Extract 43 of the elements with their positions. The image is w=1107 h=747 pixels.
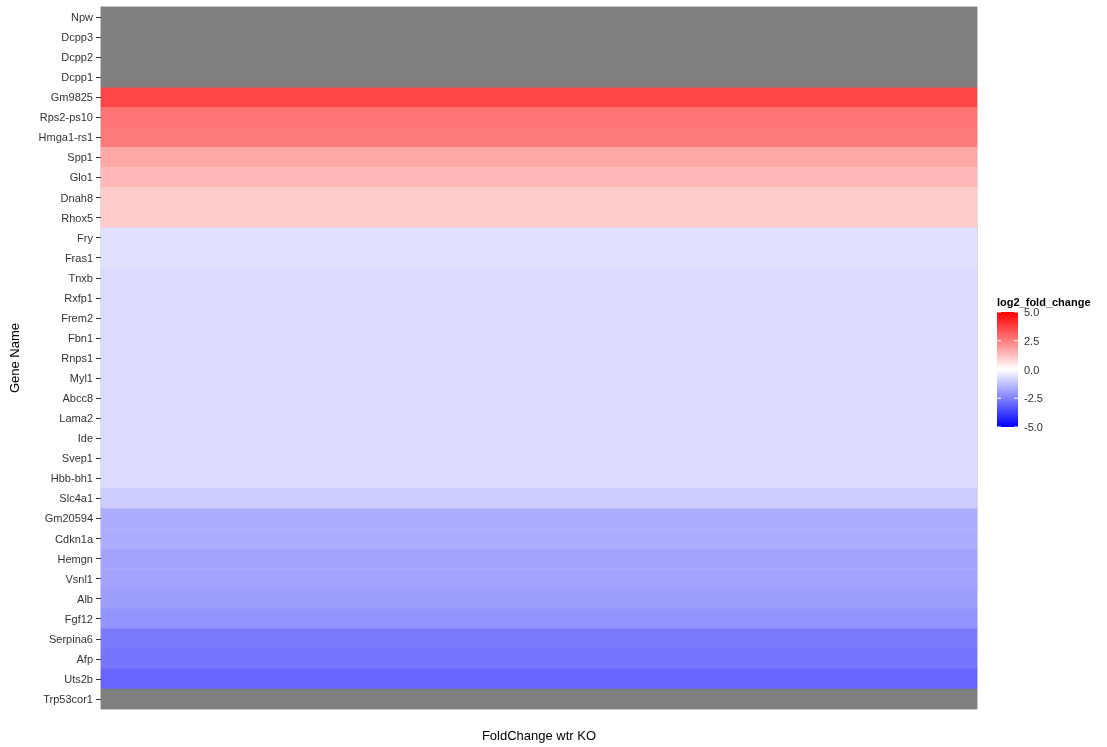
y-tick-label: Cdkn1a <box>55 532 94 545</box>
y-tick-label: Myl1 <box>69 372 93 385</box>
y-tick-label: Dcpp1 <box>61 71 93 84</box>
color-bar-label: 5.0 <box>1024 306 1040 318</box>
y-tick-label: Tnxb <box>68 271 93 284</box>
y-tick-label: Vsnl1 <box>65 572 93 585</box>
y-tick-label: Dcpp3 <box>61 31 93 44</box>
y-tick-label: Frem2 <box>61 311 93 324</box>
y-axis-title: Gene Name <box>7 322 22 394</box>
y-tick-label: Lama2 <box>59 412 93 425</box>
y-tick-label: Ide <box>77 432 93 445</box>
y-tick-label: Svep1 <box>61 452 93 465</box>
y-tick-label: Fras1 <box>64 251 93 264</box>
y-tick-label: Rxfp1 <box>64 291 93 304</box>
y-tick-label: Rps2-ps10 <box>39 111 93 124</box>
y-tick-label: Afp <box>76 652 93 665</box>
y-tick-label: Hmga1-rs1 <box>38 131 93 144</box>
color-bar-label: 2.5 <box>1024 334 1040 347</box>
y-tick-label: Alb <box>77 592 93 605</box>
y-tick-label: Fbn1 <box>67 331 93 344</box>
x-axis-title: FoldChange wtr KO <box>481 728 597 743</box>
y-tick-label: Fry <box>77 231 94 244</box>
y-tick-label: Spp1 <box>67 151 93 164</box>
y-tick-label: Glo1 <box>69 171 93 184</box>
y-tick-label: Rhox5 <box>61 211 93 224</box>
y-tick-label: Hbb-bh1 <box>50 472 93 485</box>
y-tick-label: Dnah8 <box>60 191 93 204</box>
y-tick-label: Fgf12 <box>64 612 93 625</box>
color-bar-label: 0.0 <box>1024 363 1040 376</box>
y-tick-label: Trp53cor1 <box>43 692 93 705</box>
y-tick-label: Slc4a1 <box>59 492 93 505</box>
y-tick-label: Npw <box>70 11 94 24</box>
y-tick-label: Abcc8 <box>62 392 93 405</box>
color-bar-label: -2.5 <box>1024 392 1043 405</box>
color-bar-label: -5.0 <box>1024 421 1043 433</box>
y-tick-label: Gm20594 <box>44 512 93 525</box>
y-tick-label: Serpina6 <box>48 632 93 645</box>
y-tick-label: Uts2b <box>64 672 93 685</box>
y-tick-label: Gm9825 <box>50 91 93 104</box>
y-tick-label: Hemgn <box>57 552 93 565</box>
y-tick-label: Rnps1 <box>61 352 93 364</box>
y-tick-label: Dcpp2 <box>61 51 93 64</box>
color-bar-title: log2_fold_change <box>997 295 1091 308</box>
